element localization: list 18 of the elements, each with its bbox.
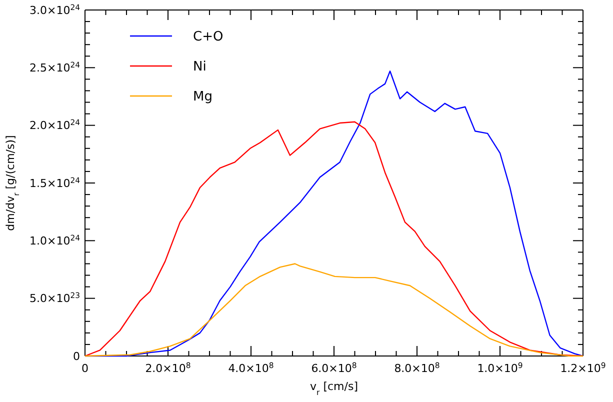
x-tick-label: 8.0×10$^{8}$: [394, 360, 440, 375]
legend-label: Ni: [193, 60, 206, 75]
x-tick-label: 1.2×10$^{9}$: [560, 360, 606, 375]
y-tick-label: 2.5×10$^{24}$: [29, 60, 80, 75]
x-axis-title: v$_{r}$ [cm/s]: [310, 380, 358, 396]
y-tick-label: 2.0×10$^{24}$: [29, 118, 80, 132]
legend-label: Mg: [193, 90, 212, 105]
x-tick-label: 0: [82, 362, 88, 375]
x-tick-label: 6.0×10$^{8}$: [311, 360, 357, 375]
legend-label: C+O: [193, 30, 224, 45]
y-tick-label: 1.5×10$^{24}$: [29, 175, 80, 190]
y-tick-label: 5.0×10$^{23}$: [29, 290, 80, 306]
x-tick-label: 4.0×10$^{8}$: [228, 360, 274, 375]
y-tick-label: 1.0×10$^{24}$: [29, 233, 80, 248]
x-tick-label: 1.0×10$^{9}$: [477, 360, 523, 375]
y-tick-label: 3.0×10$^{24}$: [29, 2, 80, 17]
x-tick-label: 2.0×10$^{8}$: [145, 360, 191, 375]
y-tick-label: 0: [73, 350, 80, 363]
